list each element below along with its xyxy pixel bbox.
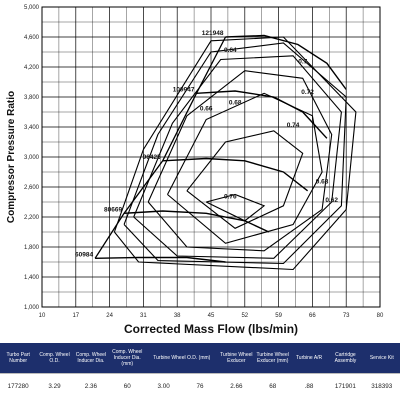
spec-table-value-cell: 3.29 [36, 373, 73, 398]
y-axis-title: Compressor Pressure Ratio [6, 91, 17, 223]
spec-table-value-cell: 177280 [0, 373, 37, 398]
speed-line-label: 109947 [173, 86, 195, 93]
x-tick-label: 10 [39, 313, 46, 319]
efficiency-island-line [205, 193, 266, 222]
efficiency-island-line [186, 130, 304, 229]
x-tick-label: 52 [241, 313, 248, 319]
speed-line [196, 90, 328, 139]
spec-table-value-row: 177280 3.29 2.36 60 3.00 76 2.66 68.88 171901 318… [0, 373, 400, 398]
x-tick-labels: 10 17 24 31 38 45 52 59 66 73 80 [39, 313, 384, 319]
spec-table-header-cell: Turbine Wheel Exducer (mm) [254, 343, 291, 374]
plot-frame [41, 6, 381, 308]
spec-table-value-cell: 60 [109, 373, 146, 398]
spec-table-value-cell: 3.00 [145, 373, 182, 398]
y-tick-label: 2,200 [24, 215, 40, 221]
spec-table-header-cell: Cartridge Assembly [327, 343, 364, 374]
efficiency-label: 0.72 [301, 89, 314, 96]
x-tick-label: 73 [343, 313, 350, 319]
speed-line [95, 256, 226, 263]
x-tick-label: 45 [208, 313, 215, 319]
y-tick-label: 1,800 [24, 245, 40, 251]
efficiency-island-line [133, 55, 342, 259]
x-tick-label: 80 [377, 313, 384, 319]
chart-labels: 60984 80669 96425 109947 121948 0.64 0.7 0.66 0.… [75, 30, 338, 258]
efficiency-island-line [167, 92, 323, 244]
x-tick-label: 38 [174, 313, 181, 319]
speed-line-label: 80669 [104, 206, 122, 213]
efficiency-island-line [113, 36, 357, 271]
x-axis-title: Corrected Mass Flow (lbs/min) [124, 322, 298, 336]
x-tick-label: 31 [140, 313, 147, 319]
spec-table-header-cell: Service Kit [363, 343, 400, 374]
speed-line [162, 157, 309, 192]
x-tick-label: 59 [275, 313, 282, 319]
y-tick-label: 3,800 [24, 95, 40, 101]
efficiency-label: 0.7 [298, 58, 307, 65]
efficiency-label: 0.66 [200, 106, 213, 113]
y-tick-label: 5,000 [24, 5, 40, 11]
y-tick-labels: 1,000 1,400 1,800 2,200 2,600 3,000 3,400 3,800… [24, 5, 40, 311]
x-tick-label: 17 [72, 313, 79, 319]
speed-line-label: 96425 [143, 154, 161, 161]
speed-line [124, 210, 270, 233]
spec-table-value-cell: 2.66 [218, 373, 255, 398]
efficiency-label: 0.62 [325, 197, 338, 204]
spec-table-value-cell: 68 [254, 373, 291, 398]
spec-table-header-row: Turbo Part Number Comp. Wheel O.D. Comp. W… [0, 343, 400, 374]
efficiency-label: 0.76 [224, 193, 237, 200]
spec-table-header-cell: Comp. Wheel Inducer Dia. [72, 343, 110, 374]
spec-table-value-cell: 171901 [327, 373, 364, 398]
y-tick-label: 3,000 [24, 155, 40, 161]
y-tick-label: 1,400 [24, 275, 40, 281]
spec-table-header-cell: Comp. Wheel O.D. [36, 343, 73, 374]
spec-table-value-cell: 76 [181, 373, 219, 398]
y-tick-label: 4,600 [24, 35, 40, 41]
efficiency-islands [113, 36, 357, 271]
y-tick-label: 4,200 [24, 65, 40, 71]
speed-line-label: 121948 [202, 30, 224, 37]
y-tick-label: 3,400 [24, 125, 40, 131]
spec-table-header-cell: Comp. Wheel Inducer Dia. (mm) [109, 343, 146, 374]
efficiency-island-line [147, 70, 333, 252]
spec-table: Turbo Part Number Comp. Wheel O.D. Comp. W… [0, 343, 400, 398]
spec-table-value-cell: 2.36 [72, 373, 110, 398]
spec-table-value-cell: 318393 [363, 373, 400, 398]
spec-table-header-cell: Turbine A/R [290, 343, 328, 374]
spec-table-header-cell: Turbine Wheel Exducer [218, 343, 255, 374]
y-tick-label: 2,600 [24, 185, 40, 191]
efficiency-label: 0.64 [224, 47, 237, 54]
x-tick-label: 24 [106, 313, 113, 319]
efficiency-island-line [123, 42, 347, 265]
compressor-map-chart: 1,000 1,400 1,800 2,200 2,600 3,000 3,400 3,800… [6, 5, 384, 336]
efficiency-label: 0.68 [229, 100, 242, 107]
y-tick-label: 1,000 [24, 305, 40, 311]
efficiency-label: 0.68 [316, 178, 329, 185]
efficiency-label: 0.74 [287, 122, 300, 129]
spec-table-header-cell: Turbo Part Number [0, 343, 37, 374]
spec-table-value-cell: .88 [290, 373, 328, 398]
speed-lines [94, 34, 347, 263]
spec-table-header-cell: Turbine Wheel O.D. (mm) [145, 343, 219, 374]
x-tick-label: 66 [309, 313, 316, 319]
speed-line [225, 34, 347, 90]
speed-line-label: 60984 [75, 251, 93, 258]
